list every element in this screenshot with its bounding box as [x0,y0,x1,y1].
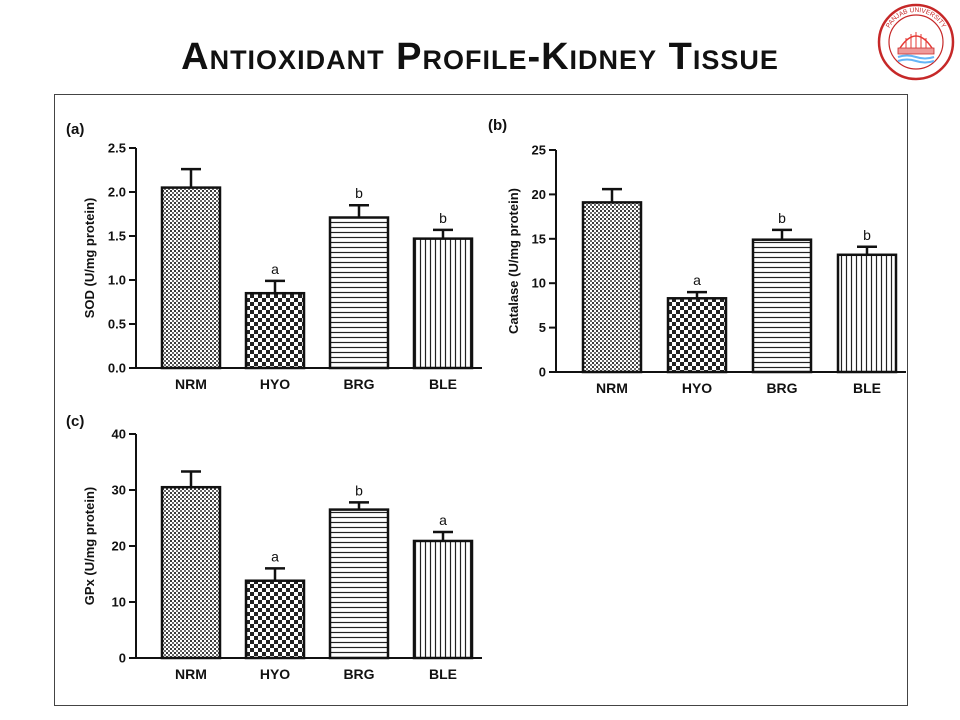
bar-ble [412,237,474,370]
significance-label: a [271,548,279,564]
x-tick-label: BRG [343,666,374,682]
bar-brg [328,216,390,370]
significance-label: b [355,482,363,498]
y-tick-label: 2.0 [108,185,126,200]
y-tick-label: 20 [112,539,126,554]
chart-panel-a: (a) SOD (U/mg protein) 0.0 0.5 1.0 1.5 2.0 2.5 N… [66,121,482,392]
x-tick-label: NRM [175,666,207,682]
y-tick-label: 10 [112,595,126,610]
y-tick-label: 0 [539,365,546,380]
significance-label: a [271,261,279,277]
significance-label: b [863,227,871,243]
y-tick-label: 10 [532,276,546,291]
bar-hyo [244,579,306,660]
significance-label: a [439,512,447,528]
y-tick-label: 5 [539,320,546,335]
bar-brg [328,508,390,660]
y-tick-label: 0 [119,651,126,666]
bar-hyo [666,297,728,374]
x-tick-label: HYO [260,666,290,682]
x-tick-label: NRM [175,376,207,392]
y-tick-label: 30 [112,483,126,498]
bar-nrm [581,201,643,374]
y-axis-label: GPx (U/mg protein) [82,487,97,605]
y-tick-label: 40 [112,427,126,442]
y-tick-label: 0.0 [108,361,126,376]
x-tick-label: BLE [429,666,457,682]
slide-title: Antioxidant Profile-Kidney Tissue [181,36,779,78]
y-tick-label: 15 [532,231,546,246]
panel-label: (b) [488,117,507,134]
y-tick-label: 25 [532,143,546,158]
panel-label: (a) [66,121,84,138]
panel-label: (c) [66,413,84,430]
bar-hyo [244,291,306,370]
university-logo: PANJAB UNIVERSITY [877,3,955,81]
chart-panel-b: (b) Catalase (U/mg protein) 0 5 10 15 20 25 NRM a… [488,117,906,396]
y-tick-label: 2.5 [108,141,126,156]
y-tick-label: 1.5 [108,229,126,244]
significance-label: b [439,210,447,226]
y-tick-label: 0.5 [108,317,126,332]
significance-label: b [778,210,786,226]
bar-nrm [160,485,222,660]
x-tick-label: BLE [853,380,881,396]
y-tick-label: 20 [532,187,546,202]
x-tick-label: BRG [766,380,797,396]
significance-label: b [355,185,363,201]
x-tick-label: BRG [343,376,374,392]
chart-panel-c: (c) GPx (U/mg protein) 0 10 20 30 40 NRM a HYO b BR… [66,413,482,682]
y-tick-label: 1.0 [108,273,126,288]
y-axis-label: SOD (U/mg protein) [82,198,97,319]
significance-label: a [693,272,701,288]
bar-brg [751,238,813,374]
y-axis-label: Catalase (U/mg protein) [506,188,521,334]
x-tick-label: NRM [596,380,628,396]
x-tick-label: HYO [260,376,290,392]
bar-ble [836,253,898,374]
bar-nrm [160,186,222,370]
x-tick-label: BLE [429,376,457,392]
x-tick-label: HYO [682,380,712,396]
bar-ble [412,539,474,660]
